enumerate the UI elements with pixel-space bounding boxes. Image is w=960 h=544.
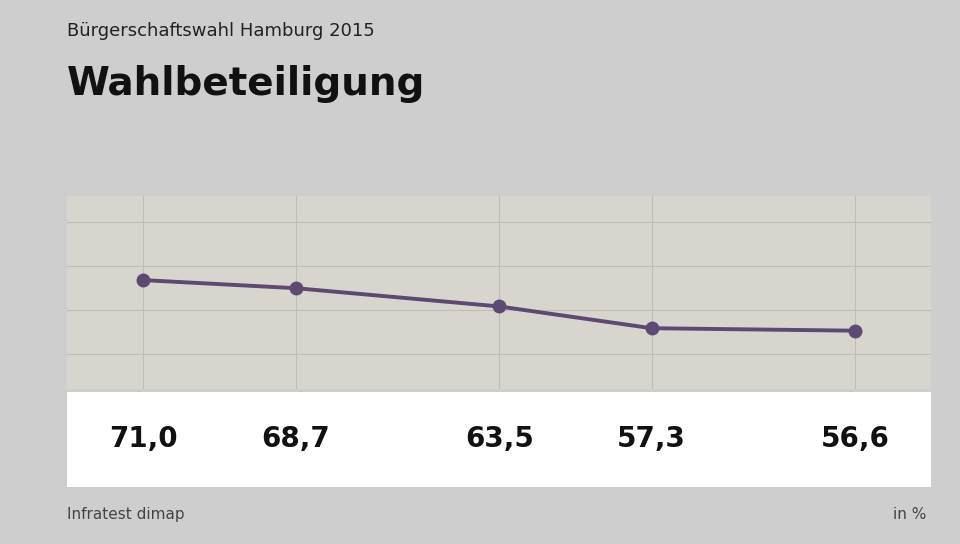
Text: Bürgerschaftswahl Hamburg 2015: Bürgerschaftswahl Hamburg 2015 — [67, 22, 375, 40]
Point — [288, 284, 303, 293]
Point — [135, 276, 151, 285]
Text: 71,0: 71,0 — [109, 425, 178, 453]
Point — [644, 324, 660, 332]
Point — [492, 302, 507, 311]
Point — [848, 326, 863, 335]
Text: 68,7: 68,7 — [261, 425, 330, 453]
Text: Wahlbeteiligung: Wahlbeteiligung — [67, 65, 425, 103]
Text: in %: in % — [893, 506, 926, 522]
Text: 57,3: 57,3 — [617, 425, 686, 453]
Text: 63,5: 63,5 — [465, 425, 534, 453]
Text: 56,6: 56,6 — [821, 425, 889, 453]
Text: Infratest dimap: Infratest dimap — [67, 506, 185, 522]
